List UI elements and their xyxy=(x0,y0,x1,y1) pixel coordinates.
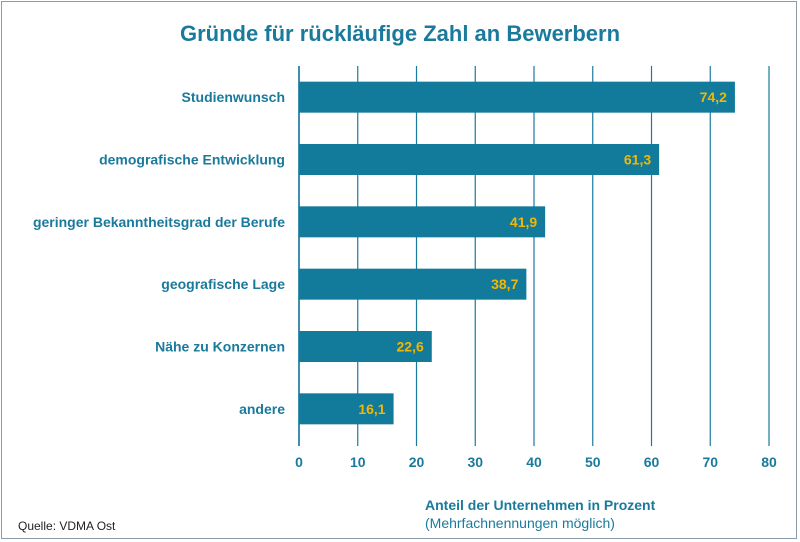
data-label: 22,6 xyxy=(397,339,424,355)
category-label: Nähe zu Konzernen xyxy=(155,339,285,355)
bar xyxy=(299,331,432,362)
category-label: demografische Entwicklung xyxy=(99,152,285,168)
bar xyxy=(299,268,527,300)
category-label: andere xyxy=(239,401,285,417)
source-note: Quelle: VDMA Ost xyxy=(18,519,116,533)
x-tick-label: 20 xyxy=(409,454,425,470)
category-label: geringer Bekanntheitsgrad der Berufe xyxy=(33,214,285,230)
x-tick-labels: 0 10 20 30 40 50 60 70 80 xyxy=(295,454,777,470)
category-labels: Studienwunsch demografische Entwicklung ge… xyxy=(33,89,285,417)
bars: 74,2 61,3 41,9 38,7 22,6 16,1 xyxy=(299,81,735,425)
x-axis-note: (Mehrfachnennungen möglich) xyxy=(425,515,615,531)
bar xyxy=(299,206,546,238)
chart-title: Gründe für rückläufige Zahl an Bewerbern xyxy=(180,21,620,46)
x-tick-label: 70 xyxy=(702,454,718,470)
category-label: Studienwunsch xyxy=(182,89,285,105)
data-label: 16,1 xyxy=(358,401,385,417)
x-tick-label: 80 xyxy=(761,454,777,470)
data-label: 74,2 xyxy=(700,89,727,105)
x-tick-label: 30 xyxy=(467,454,483,470)
data-label: 38,7 xyxy=(491,276,518,292)
data-label: 41,9 xyxy=(510,214,537,230)
bar xyxy=(299,144,660,175)
x-tick-label: 60 xyxy=(644,454,660,470)
gridlines xyxy=(298,66,770,446)
data-label: 61,3 xyxy=(624,152,651,168)
x-tick-label: 0 xyxy=(295,454,303,470)
x-axis-label: Anteil der Unternehmen in Prozent xyxy=(425,497,656,513)
x-tick-label: 10 xyxy=(350,454,366,470)
x-tick-label: 50 xyxy=(585,454,601,470)
x-tick-label: 40 xyxy=(526,454,542,470)
bar xyxy=(299,393,394,425)
category-label: geografische Lage xyxy=(161,276,285,292)
bar xyxy=(299,81,735,113)
